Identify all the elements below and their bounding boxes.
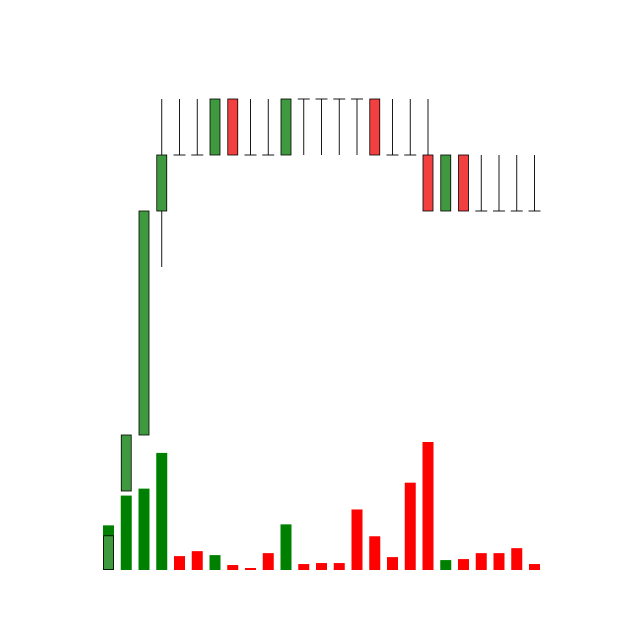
candlestick (475, 155, 488, 212)
candlestick (422, 99, 434, 212)
candle-body-up (103, 535, 114, 570)
candle-body-down (369, 98, 381, 156)
candle-body-down (227, 98, 239, 156)
volume-bar (369, 536, 381, 570)
candlestick (351, 98, 363, 155)
volume-bar (138, 488, 150, 570)
candlestick (280, 98, 292, 156)
candle-body-up (120, 434, 132, 492)
volume-bar (422, 441, 434, 570)
candle-body-down (458, 154, 469, 212)
candle-body-up (280, 98, 292, 156)
candlestick (369, 98, 381, 156)
candlestick (103, 535, 114, 570)
candlestick (315, 98, 328, 155)
candlestick (510, 155, 523, 212)
volume-bar (191, 551, 203, 570)
candle-body-down (422, 154, 434, 212)
volume-bar (156, 452, 168, 570)
candle-body-up (156, 154, 168, 212)
candlestick (138, 210, 150, 436)
volume-bar (298, 564, 310, 570)
volume-bar (511, 548, 523, 570)
volume-bars (103, 441, 540, 570)
candlestick (440, 154, 452, 212)
candlestick (297, 98, 310, 155)
candle-body-up (440, 154, 452, 212)
candlesticks (103, 98, 541, 570)
volume-bar (245, 568, 256, 570)
candlestick (528, 155, 541, 212)
candlestick (458, 154, 469, 212)
candlestick (333, 98, 346, 155)
volume-bar (120, 495, 132, 570)
volume-bar (529, 564, 540, 570)
volume-bar (475, 553, 487, 570)
volume-bar (351, 509, 363, 570)
candlestick (493, 155, 505, 212)
candlestick (120, 434, 132, 492)
volume-bar (333, 563, 345, 570)
candle-body-up (209, 98, 221, 156)
candle-body-up (138, 210, 150, 436)
candlestick (386, 99, 399, 156)
candlestick (191, 99, 204, 156)
volume-bar (209, 555, 221, 570)
volume-bar (280, 524, 292, 570)
volume-bar (174, 556, 185, 570)
volume-bar (262, 553, 274, 570)
volume-bar (387, 557, 398, 570)
volume-bar (440, 560, 452, 570)
candlestick (156, 99, 168, 267)
candlestick (262, 99, 275, 156)
candlestick (209, 98, 221, 156)
candlestick (244, 99, 257, 156)
candlestick (404, 99, 417, 156)
volume-bar (458, 559, 469, 570)
volume-bar (493, 553, 505, 570)
candlestick (173, 99, 186, 156)
volume-bar (316, 563, 327, 570)
volume-bar (227, 565, 239, 570)
candlestick (227, 98, 239, 156)
volume-bar (404, 482, 416, 570)
